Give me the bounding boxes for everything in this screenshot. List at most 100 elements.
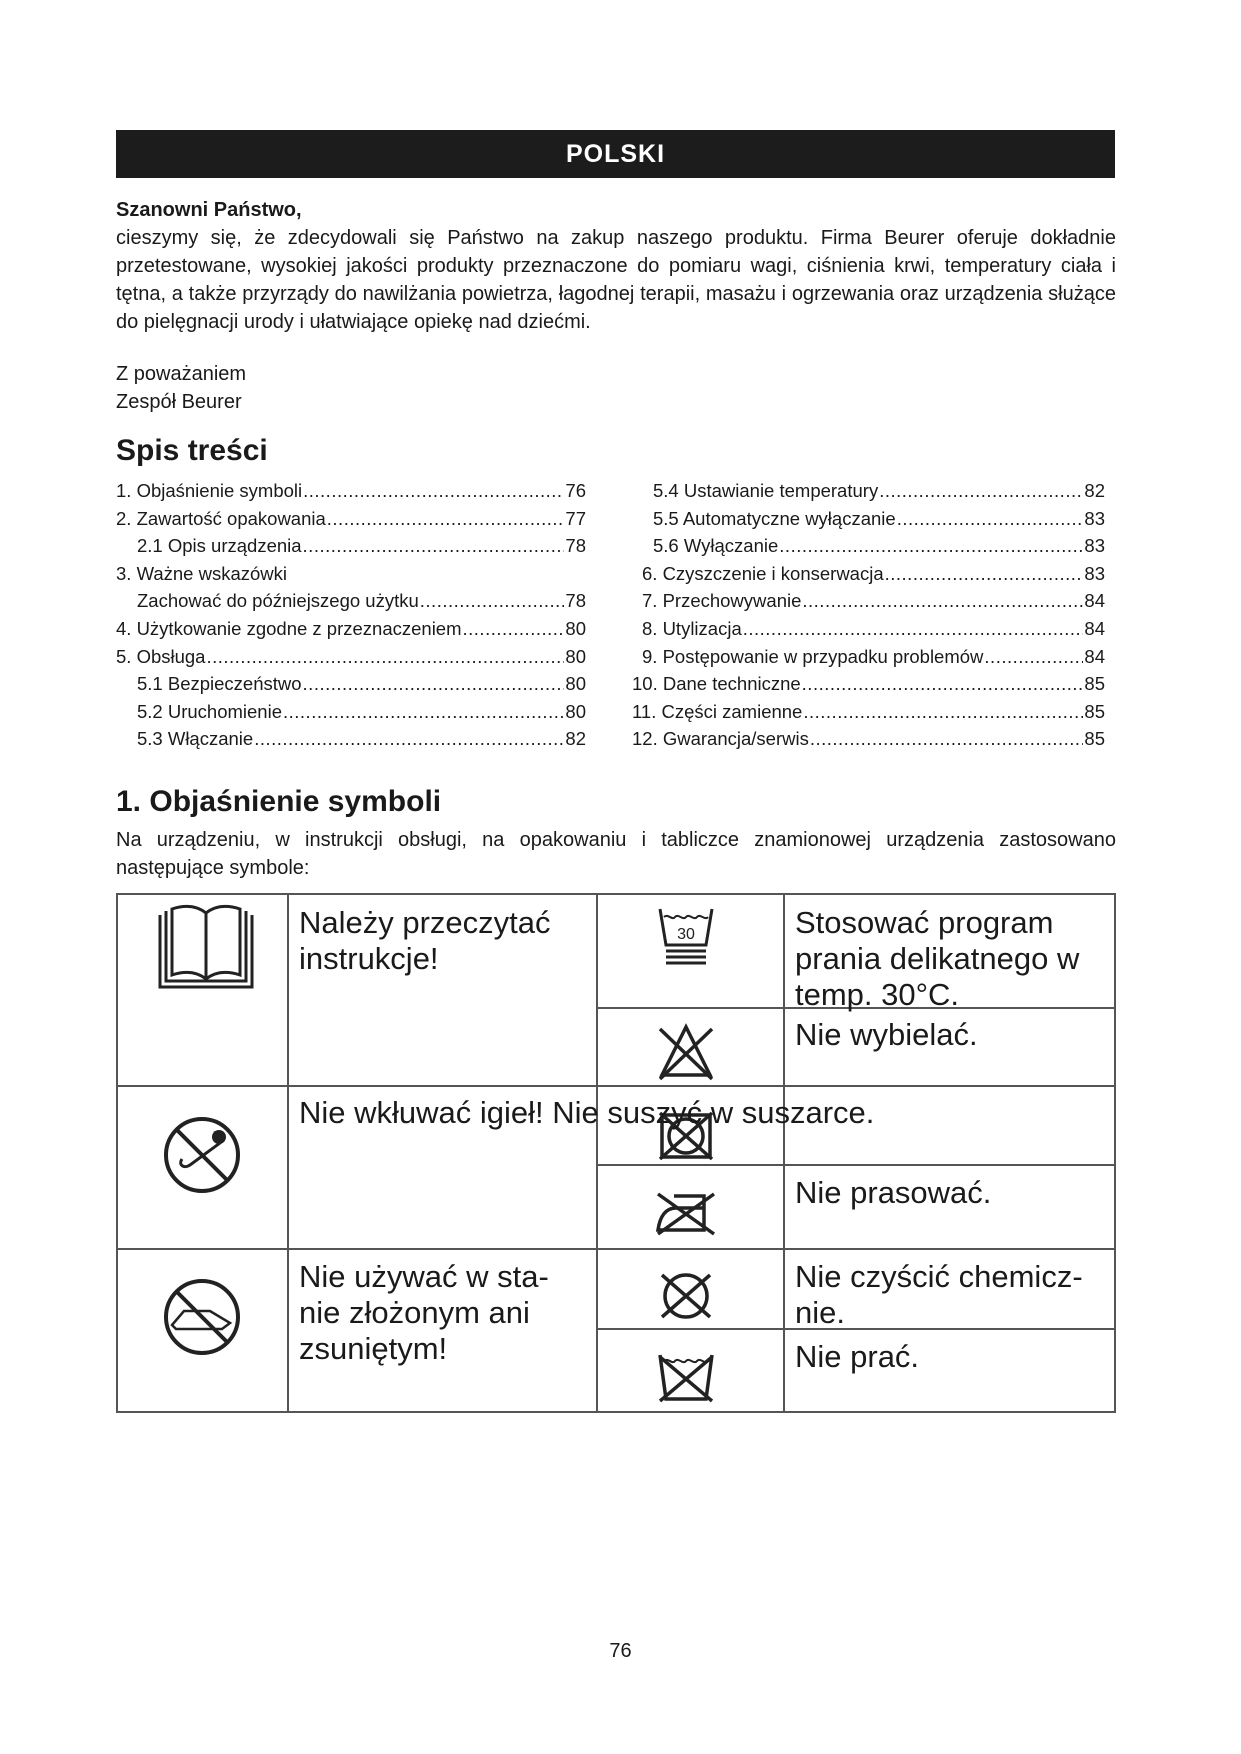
toc-entry-page: 82: [1084, 480, 1105, 501]
toc-entry-label: 11. Części zamienne: [632, 700, 803, 722]
toc-entry[interactable]: 9. Postępowanie w przypadku problemów 84: [632, 643, 1105, 671]
no-bleach-text: Nie wybielać.: [795, 1017, 978, 1052]
toc-entry[interactable]: 1. Objaśnienie symboli 76: [116, 477, 586, 505]
toc-entry-label: 9. Postępowanie w przypadku problemów: [642, 645, 984, 667]
toc-leader-dots: [743, 615, 1084, 643]
no-dry-clean-icon: [660, 1273, 712, 1319]
toc-leader-dots: [803, 698, 1083, 726]
wash-temperature: 30: [677, 926, 695, 943]
toc-entry-label: 7. Przechowywanie: [642, 590, 802, 612]
toc-leader-dots: [885, 560, 1084, 588]
toc-entry-page: 80: [565, 645, 586, 667]
toc-entry-label: 1. Objaśnienie symboli: [116, 480, 303, 501]
toc-leader-dots: [897, 505, 1084, 533]
salutation: Szanowni Państwo,: [116, 199, 302, 221]
no-wash-text: Nie prać.: [795, 1339, 920, 1374]
toc-leader-dots: [303, 477, 564, 505]
no-folded-use-text: Nie używać w sta-nie złożonym ani zsunięt…: [299, 1259, 549, 1366]
signature-line: Zespół Beurer: [116, 391, 242, 413]
toc-entry[interactable]: 2. Zawartość opakowania 77: [116, 505, 586, 533]
toc-entry-label: 12. Gwarancja/serwis: [632, 728, 809, 750]
no-iron-icon: [655, 1192, 716, 1236]
toc-right-column: 5.4 Ustawianie temperatury 82 5.5 Automaty…: [632, 477, 1105, 753]
toc-entry[interactable]: 5.4 Ustawianie temperatury 82: [632, 477, 1105, 505]
toc-entry-label: 5.6 Wyłączanie: [653, 535, 779, 557]
no-bleach-icon: [658, 1023, 714, 1081]
no-needles-text: Nie wkłuwać igieł! Nie suszyć w suszarce…: [299, 1095, 875, 1130]
toc-leader-dots: [303, 670, 565, 698]
toc-entry[interactable]: 11. Części zamienne 85: [632, 698, 1105, 726]
wash-30-gentle-icon: 30: [658, 908, 714, 965]
signature-line: Z poważaniem: [116, 363, 247, 385]
toc-entry-label: 3. Ważne wskazówki: [116, 562, 288, 584]
toc-leader-dots: [802, 587, 1083, 615]
toc-entry-page: 84: [1084, 645, 1105, 667]
toc-entry-page: 84: [1084, 590, 1105, 612]
section-title: 1. Objaśnienie symboli: [116, 785, 442, 818]
toc-leader-dots: [984, 643, 1083, 671]
toc-entry-page: 80: [565, 617, 586, 639]
toc-entry-page: 83: [1084, 507, 1105, 529]
toc-entry[interactable]: 5.2 Uruchomienie 80: [116, 698, 586, 726]
toc-leader-dots: [420, 587, 565, 615]
no-dry-clean-text: Nie czyścić chemicz-nie.: [795, 1259, 1083, 1330]
toc-leader-dots: [283, 698, 564, 726]
section-intro: Na urządzeniu, w instrukcji obsługi, na …: [116, 829, 1116, 879]
toc-leader-dots: [327, 505, 565, 533]
page-number: 76: [609, 1640, 632, 1662]
toc-entry[interactable]: 3. Ważne wskazówki: [116, 560, 586, 588]
toc-entry-label: 10. Dane techniczne: [632, 673, 801, 695]
greeting-body: cieszymy się, że zdecydowali się Państwo…: [116, 227, 1116, 333]
toc-entry-label: 5.5 Automatyczne wyłączanie: [653, 507, 896, 529]
toc-leader-dots: [463, 615, 565, 643]
toc-leader-dots: [206, 643, 564, 671]
toc-entry[interactable]: 5. Obsługa 80: [116, 643, 586, 671]
signature: Z poważaniem Zespół Beurer: [116, 360, 246, 416]
toc-leader-dots: [254, 725, 564, 753]
toc-entry[interactable]: 5.6 Wyłączanie 83: [632, 532, 1105, 560]
toc-entry[interactable]: 2.1 Opis urządzenia 78: [116, 532, 586, 560]
toc-entry-page: 83: [1084, 562, 1105, 584]
toc-entry-label: 4. Użytkowanie zgodne z przeznaczeniem: [116, 617, 462, 639]
toc-leader-dots: [802, 670, 1084, 698]
toc-entry[interactable]: 6. Czyszczenie i konserwacja 83: [632, 560, 1105, 588]
toc-entry-page: 85: [1084, 728, 1105, 750]
toc-entry[interactable]: 5.5 Automatyczne wyłączanie 83: [632, 505, 1105, 533]
toc-entry[interactable]: 12. Gwarancja/serwis 85: [632, 725, 1105, 753]
toc-entry-page: 85: [1084, 673, 1105, 695]
symbols-table: 30 Należy przeczytać instrukcje! Nie wkłu…: [116, 893, 1116, 1413]
wash-30-text: Stosować program prania delikatnego w temp…: [795, 905, 1080, 1012]
toc-entry-page: 84: [1084, 617, 1105, 639]
toc-entry[interactable]: 4. Użytkowanie zgodne z przeznaczeniem 80: [116, 615, 586, 643]
toc-entry-page: 78: [565, 535, 586, 557]
no-iron-text: Nie prasować.: [795, 1175, 992, 1210]
toc-entry-page: 85: [1084, 700, 1105, 722]
toc-title: Spis treści: [116, 434, 268, 467]
greeting: Szanowni Państwo, cieszymy się, że zdecy…: [116, 196, 1116, 336]
read-instructions-text: Należy przeczytać instrukcje!: [299, 905, 551, 976]
toc-entry[interactable]: 5.1 Bezpieczeństwo 80: [116, 670, 586, 698]
toc-entry-label: 5.1 Bezpieczeństwo: [137, 673, 302, 695]
toc-entry-page: 76: [565, 480, 586, 501]
toc-left-column: 1. Objaśnienie symboli 76 2. Zawartość opa…: [116, 477, 586, 753]
toc-entry[interactable]: 5.3 Włączanie 82: [116, 725, 586, 753]
book-icon: [158, 904, 254, 989]
no-tumble-dry-icon: [658, 1111, 714, 1161]
no-folded-use-icon: [164, 1279, 240, 1355]
toc-entry-page: 80: [565, 673, 586, 695]
toc-entry[interactable]: 8. Utylizacja 84: [632, 615, 1105, 643]
no-wash-icon: [658, 1354, 714, 1403]
toc-entry-label: 8. Utylizacja: [642, 617, 742, 639]
toc-entry-page: 83: [1084, 535, 1105, 557]
toc-entry[interactable]: 7. Przechowywanie 84: [632, 587, 1105, 615]
toc-leader-dots: [303, 532, 565, 560]
toc-entry-label: 5.4 Ustawianie temperatury: [653, 480, 879, 501]
toc-entry-label: 5.3 Włączanie: [137, 728, 254, 750]
toc-entry[interactable]: 10. Dane techniczne 85: [632, 670, 1105, 698]
toc-entry-label: 2. Zawartość opakowania: [116, 507, 326, 529]
toc-entry-label: 5.2 Uruchomienie: [137, 700, 282, 722]
toc-entry-page: 80: [565, 700, 586, 722]
toc-entry[interactable]: Zachować do późniejszego użytku 78: [116, 587, 586, 615]
toc-entry-label: 5. Obsługa: [116, 645, 206, 667]
toc-entry-page: 77: [565, 507, 586, 529]
